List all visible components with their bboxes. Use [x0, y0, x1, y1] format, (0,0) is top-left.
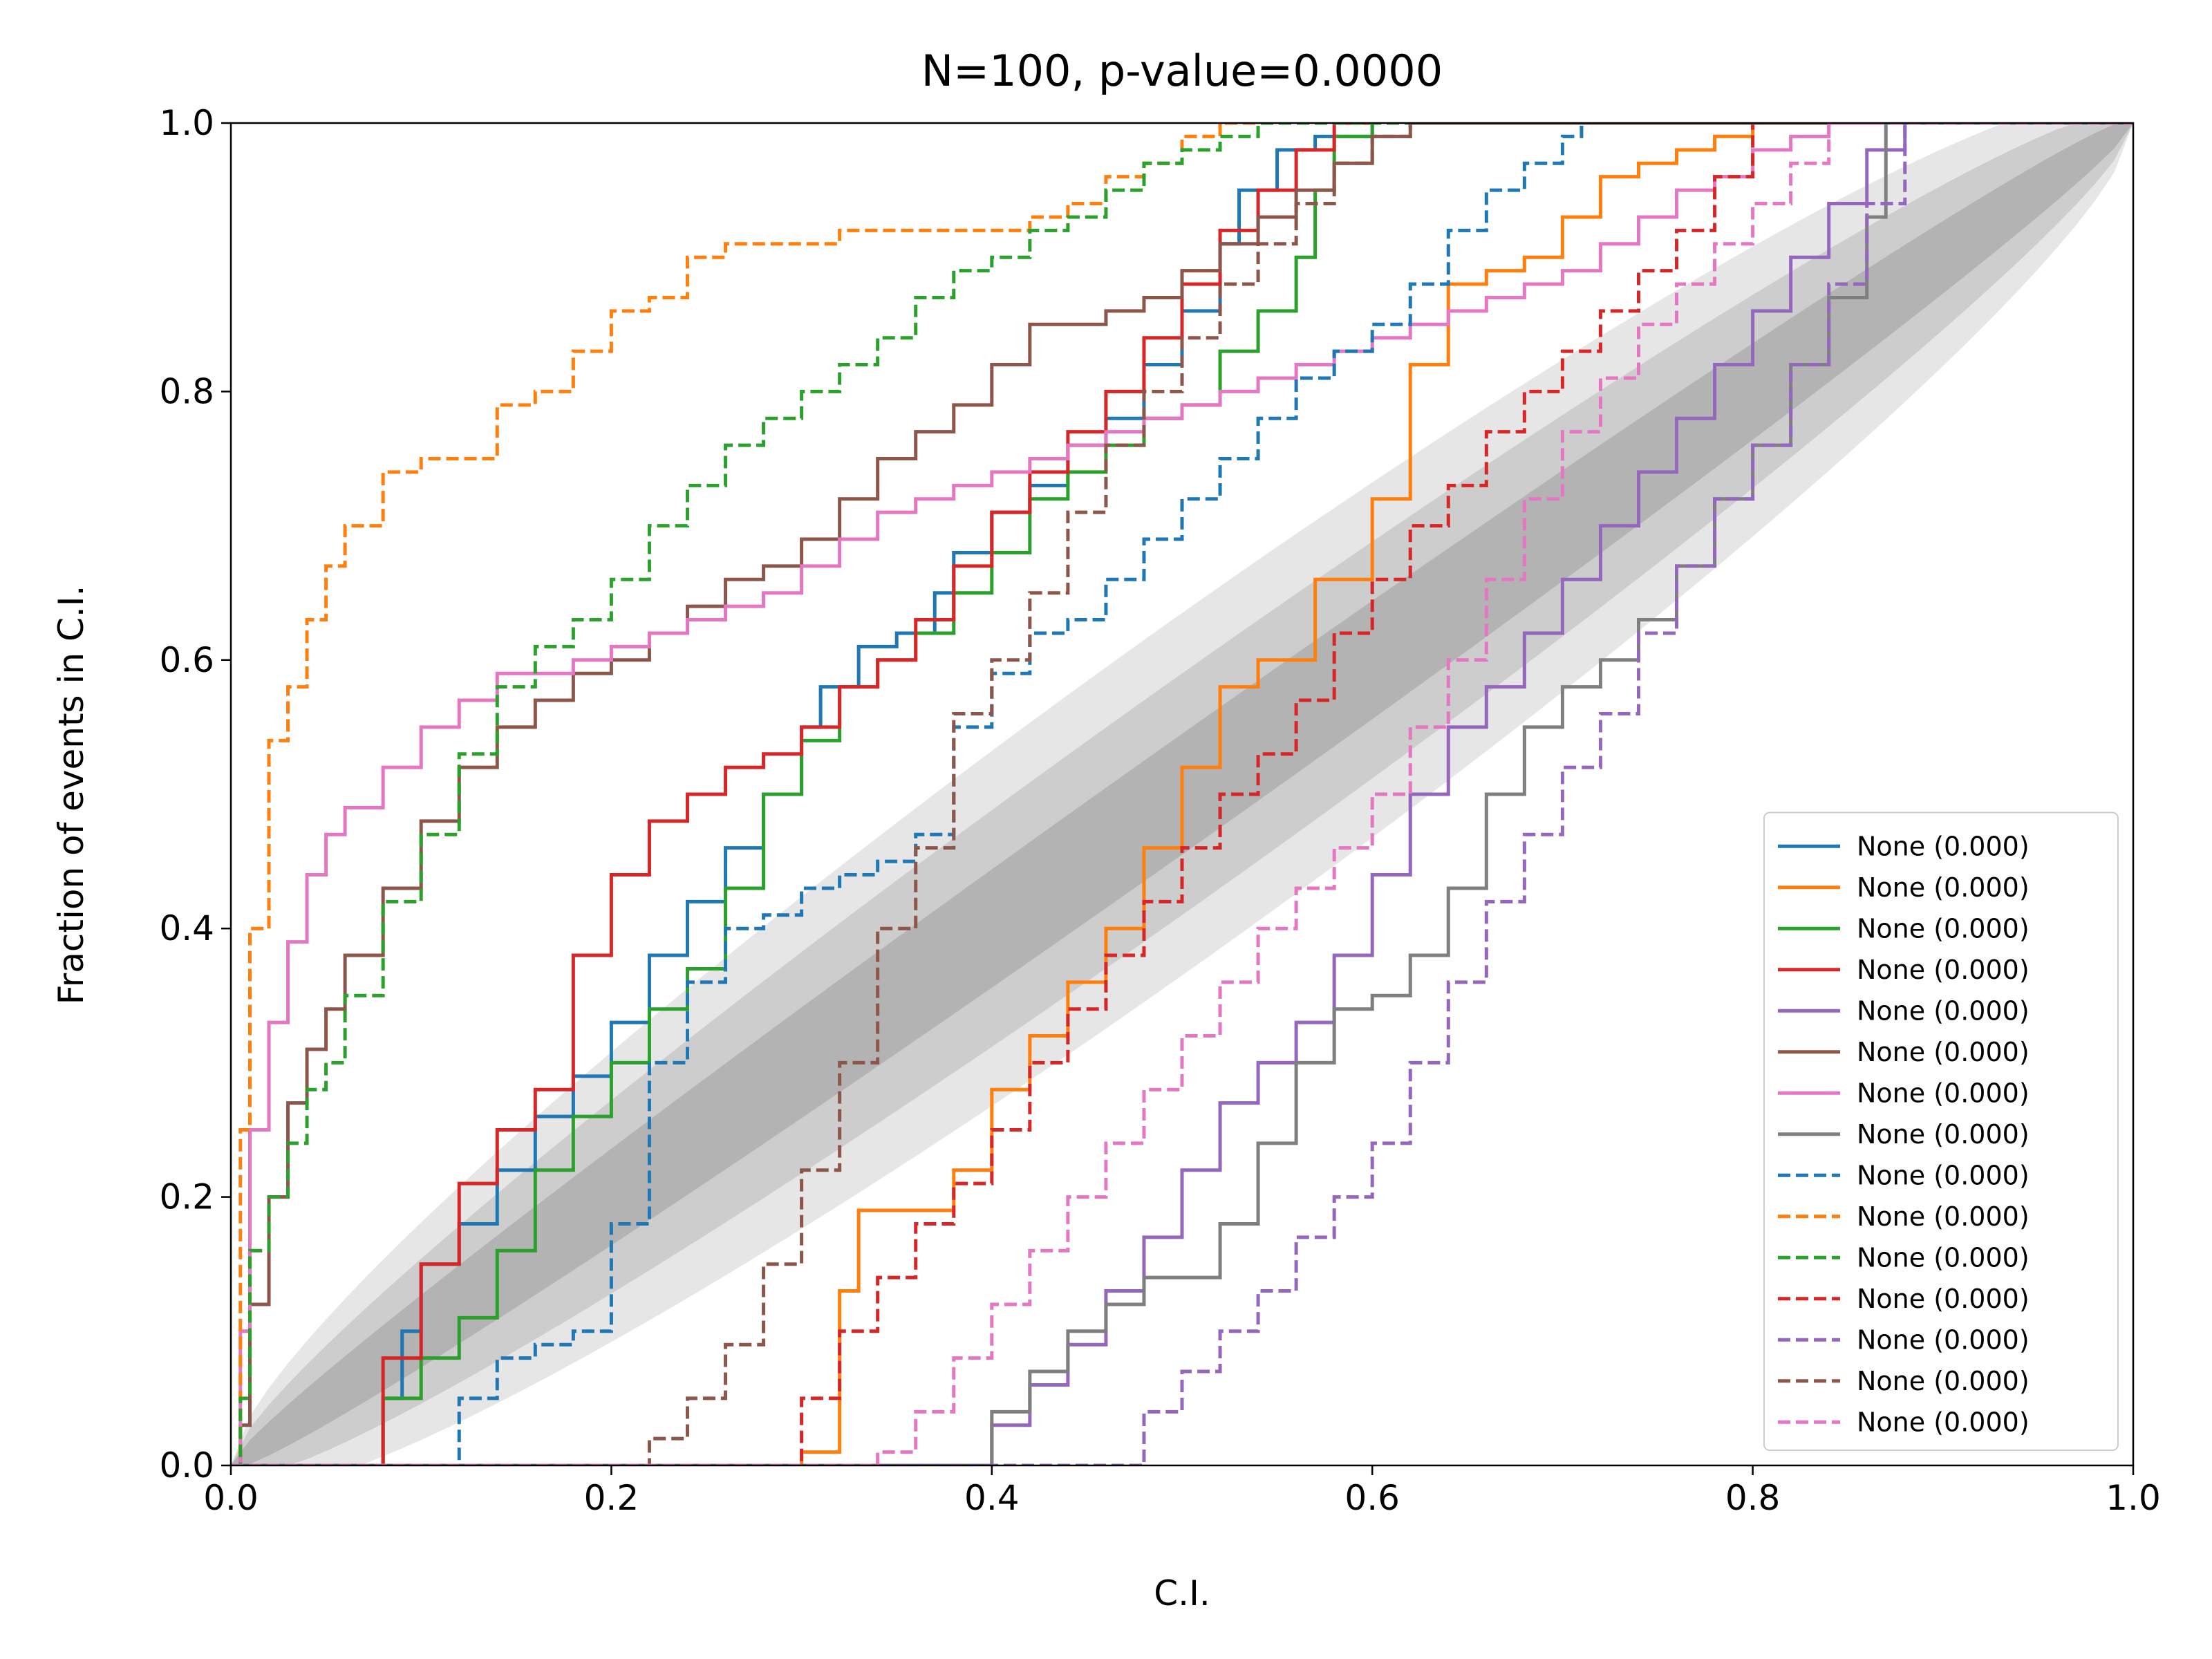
y-axis-label: Fraction of events in C.I. [51, 585, 91, 1005]
x-tick-label: 1.0 [2106, 1478, 2161, 1518]
legend-label: None (0.000) [1857, 955, 2030, 985]
legend-label: None (0.000) [1857, 1324, 2030, 1355]
legend-label: None (0.000) [1857, 1284, 2030, 1314]
series-line-14 [231, 123, 2133, 1465]
x-axis-ticks: 0.0 0.2 0.4 0.6 0.8 1.0 [203, 1465, 2161, 1518]
series-line-15 [231, 123, 2133, 1465]
y-tick-label: 0.0 [159, 1445, 214, 1485]
legend-label: None (0.000) [1857, 1366, 2030, 1396]
series-line-13 [231, 123, 2133, 1465]
legend-label: None (0.000) [1857, 1119, 2030, 1150]
series-line-11 [231, 123, 2133, 1465]
series-line-9 [231, 123, 2133, 1465]
y-tick-label: 0.2 [159, 1177, 214, 1217]
legend-label: None (0.000) [1857, 995, 2030, 1026]
x-tick-label: 0.0 [203, 1478, 259, 1518]
legend-label: None (0.000) [1857, 1078, 2030, 1108]
series-line-10 [231, 123, 2133, 1465]
series-lines [231, 123, 2133, 1465]
x-tick-label: 0.2 [584, 1478, 639, 1518]
plot-frame [229, 122, 2135, 1467]
x-axis-label: C.I. [1154, 1573, 1210, 1613]
y-tick-label: 0.8 [159, 371, 214, 411]
y-axis-ticks: 0.0 0.2 0.4 0.6 0.8 1.0 [159, 103, 231, 1485]
x-tick-label: 0.6 [1344, 1478, 1400, 1518]
legend-label: None (0.000) [1857, 1407, 2030, 1437]
series-line-2 [231, 123, 2133, 1465]
series-line-12 [231, 123, 2133, 1465]
legend-label: None (0.000) [1857, 1160, 2030, 1190]
x-tick-label: 0.8 [1725, 1478, 1781, 1518]
legend-label: None (0.000) [1857, 913, 2030, 944]
series-line-7 [231, 123, 2133, 1465]
series-line-6 [231, 123, 2133, 1465]
legend-box [1763, 812, 2119, 1451]
legend-label: None (0.000) [1857, 831, 2030, 861]
y-tick-label: 1.0 [159, 103, 214, 143]
legend-label: None (0.000) [1857, 1242, 2030, 1273]
legend-label: None (0.000) [1857, 872, 2030, 903]
chart-title: N=100, p-value=0.0000 [921, 46, 1443, 96]
x-tick-label: 0.4 [964, 1478, 1020, 1518]
y-tick-label: 0.6 [159, 640, 214, 680]
legend: None (0.000) None (0.000) None (0.000) None… [1763, 812, 2119, 1451]
legend-label: None (0.000) [1857, 1201, 2030, 1232]
y-tick-label: 0.4 [159, 908, 214, 948]
legend-label: None (0.000) [1857, 1037, 2030, 1067]
